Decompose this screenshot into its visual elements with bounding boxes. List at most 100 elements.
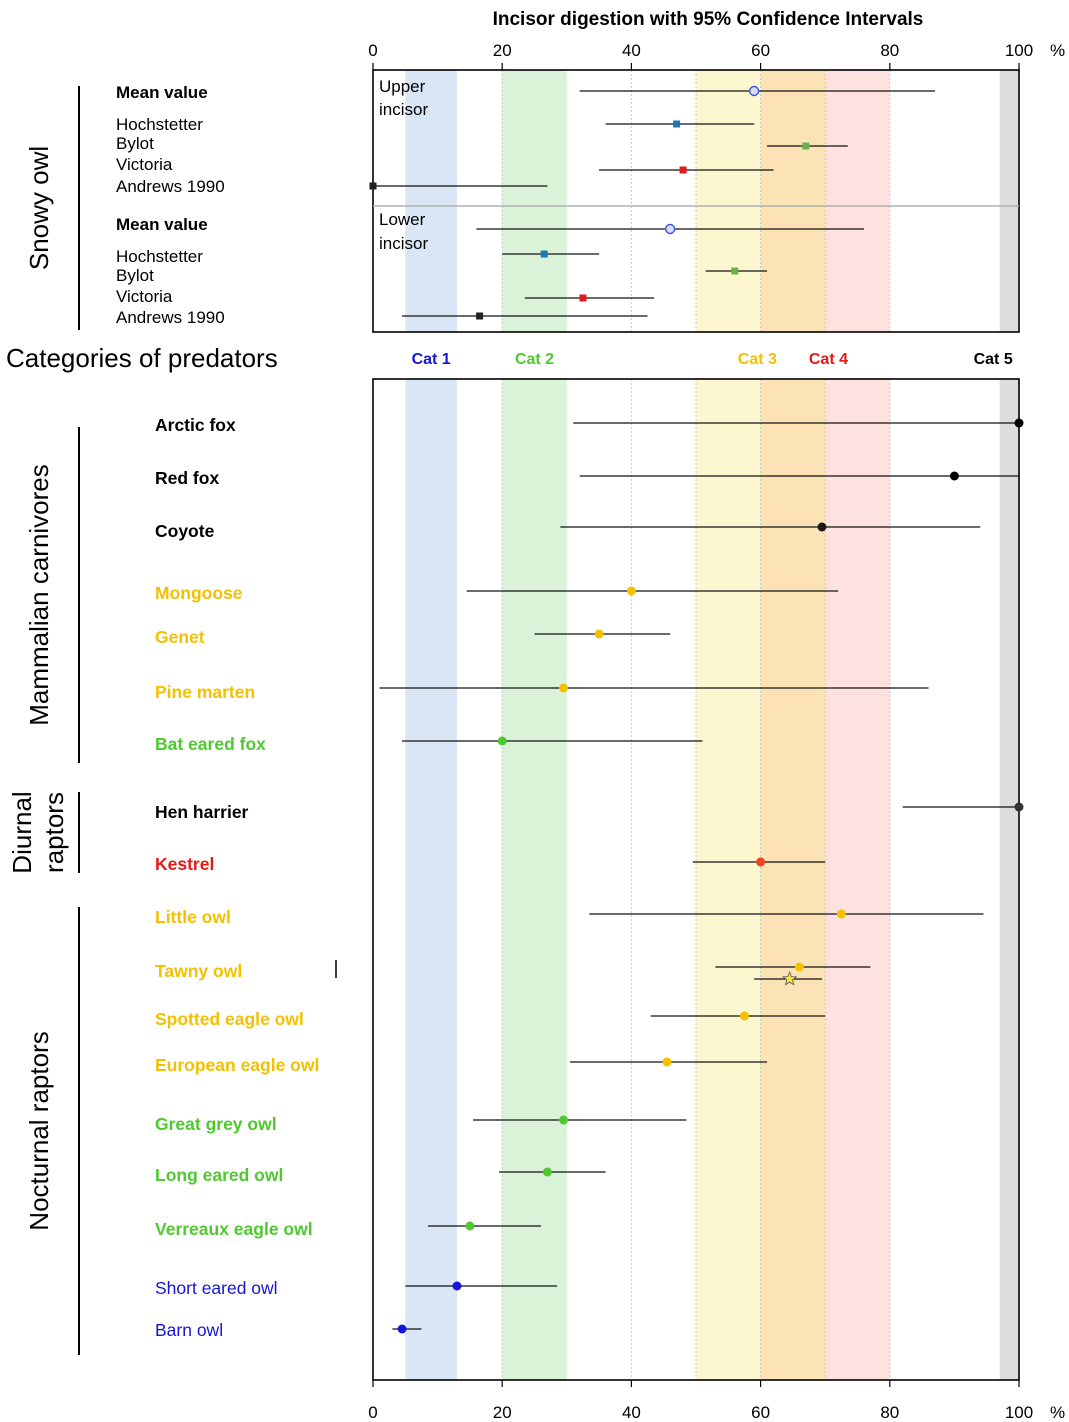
point-long-eared-owl [542, 1167, 552, 1177]
point-verreaux-eagle-owl [465, 1221, 475, 1231]
predator-label-great-grey-owl: Great grey owl [155, 1114, 277, 1134]
x-tick-label-top: 100 [1005, 41, 1033, 60]
point-hochstetter [540, 250, 548, 258]
point-little-owl [836, 909, 846, 919]
category-band-3 [696, 379, 761, 1380]
point-bylot [731, 267, 739, 275]
predator-label-bat-eared-fox: Bat eared fox [155, 734, 266, 754]
chart-title: Incisor digestion with 95% Confidence In… [493, 9, 924, 30]
predator-label-mongoose: Mongoose [155, 583, 243, 603]
x-tick-label-bottom: 80 [880, 1403, 899, 1422]
category-band-1 [405, 379, 457, 1380]
snowy-row-label-andrews-1990: Andrews 1990 [116, 177, 225, 196]
category-band-3 [696, 70, 761, 332]
point-tawny-owl-extra [781, 970, 798, 986]
predator-group-label: raptors [39, 792, 69, 873]
point-arctic-fox [1014, 418, 1024, 428]
snowy-row-label-bylot: Bylot [116, 266, 154, 285]
predator-label-verreaux-eagle-owl: Verreaux eagle owl [155, 1219, 313, 1239]
snowy-row-label-hochstetter: Hochstetter [116, 115, 203, 134]
categories-heading: Categories of predators [6, 343, 278, 373]
point-hochstetter [673, 120, 681, 128]
band-label-cat-5: Cat 5 [974, 351, 1013, 368]
band-label-cat-1: Cat 1 [412, 351, 451, 368]
predator-label-tawny-owl: Tawny owl [155, 961, 242, 981]
point-hen-harrier [1014, 802, 1024, 812]
predator-label-hen-harrier: Hen harrier [155, 802, 249, 822]
category-band-5 [999, 70, 1019, 332]
band-label-cat-3: Cat 3 [738, 351, 777, 368]
point-genet [594, 629, 604, 639]
point-tawny-owl [794, 962, 804, 972]
point-andrews-1990 [476, 312, 484, 320]
point-short-eared-owl [452, 1281, 462, 1291]
panel-label: Upper [379, 77, 426, 96]
point-mean-value [664, 223, 676, 235]
point-bylot [802, 142, 810, 150]
point-mongoose [626, 586, 636, 596]
predator-group-label: Diurnal [7, 791, 37, 873]
predator-label-red-fox: Red fox [155, 468, 219, 488]
x-tick-label-top: 0 [368, 41, 377, 60]
category-band-4 [760, 70, 826, 332]
point-red-fox [949, 471, 959, 481]
predator-label-european-eagle-owl: European eagle owl [155, 1055, 319, 1075]
point-pine-marten [559, 683, 569, 693]
x-unit-bottom: % [1050, 1403, 1065, 1422]
predator-label-barn-owl: Barn owl [155, 1320, 223, 1340]
x-tick-label-bottom: 60 [751, 1403, 770, 1422]
x-tick-label-bottom: 100 [1005, 1403, 1033, 1422]
category-band-extra [825, 379, 890, 1380]
snowy-owl-group-label: Snowy owl [24, 146, 54, 270]
snowy-row-label-mean-value: Mean value [116, 83, 208, 102]
predator-label-arctic-fox: Arctic fox [155, 415, 236, 435]
panel-label: Lower [379, 210, 426, 229]
x-tick-label-bottom: 40 [622, 1403, 641, 1422]
predator-label-little-owl: Little owl [155, 907, 231, 927]
panel-label: incisor [379, 234, 428, 253]
x-tick-label-top: 60 [751, 41, 770, 60]
point-coyote [817, 522, 827, 532]
panel-label: incisor [379, 100, 428, 119]
category-band-2 [502, 379, 567, 1380]
category-band-1 [405, 70, 457, 332]
bottom-panel-frame [372, 378, 1020, 1381]
predator-label-spotted-eagle-owl: Spotted eagle owl [155, 1009, 304, 1029]
snowy-row-label-hochstetter: Hochstetter [116, 247, 203, 266]
snowy-row-label-victoria: Victoria [116, 287, 173, 306]
predator-group-label: Mammalian carnivores [24, 464, 54, 726]
band-label-cat-2: Cat 2 [515, 351, 554, 368]
band-label-cat-4: Cat 4 [809, 351, 848, 368]
point-mean-value [748, 85, 760, 97]
x-tick-label-bottom: 0 [368, 1403, 377, 1422]
snowy-row-label-mean-value: Mean value [116, 215, 208, 234]
predator-label-pine-marten: Pine marten [155, 682, 255, 702]
snowy-row-label-andrews-1990: Andrews 1990 [116, 308, 225, 327]
top-panel-frame [372, 69, 1020, 333]
snowy-row-label-bylot: Bylot [116, 134, 154, 153]
point-kestrel [756, 857, 766, 867]
predator-label-coyote: Coyote [155, 521, 215, 541]
point-bat-eared-fox [497, 736, 507, 746]
point-barn-owl [397, 1324, 407, 1334]
x-tick-label-top: 80 [880, 41, 899, 60]
predator-label-long-eared-owl: Long eared owl [155, 1165, 283, 1185]
category-band-2 [502, 70, 567, 332]
x-tick-label-top: 20 [493, 41, 512, 60]
point-european-eagle-owl [662, 1057, 672, 1067]
point-andrews-1990 [369, 182, 377, 190]
category-band-5 [999, 379, 1019, 1380]
x-tick-label-top: 40 [622, 41, 641, 60]
category-band-4 [760, 379, 826, 1380]
snowy-row-label-victoria: Victoria [116, 155, 173, 174]
x-unit-top: % [1050, 41, 1065, 60]
x-tick-label-bottom: 20 [493, 1403, 512, 1422]
predator-group-label: Nocturnal raptors [24, 1031, 54, 1230]
point-victoria [679, 166, 687, 174]
category-band-extra [825, 70, 890, 332]
point-spotted-eagle-owl [739, 1011, 749, 1021]
point-great-grey-owl [559, 1115, 569, 1125]
point-victoria [579, 294, 587, 302]
predator-label-short-eared-owl: Short eared owl [155, 1278, 278, 1298]
